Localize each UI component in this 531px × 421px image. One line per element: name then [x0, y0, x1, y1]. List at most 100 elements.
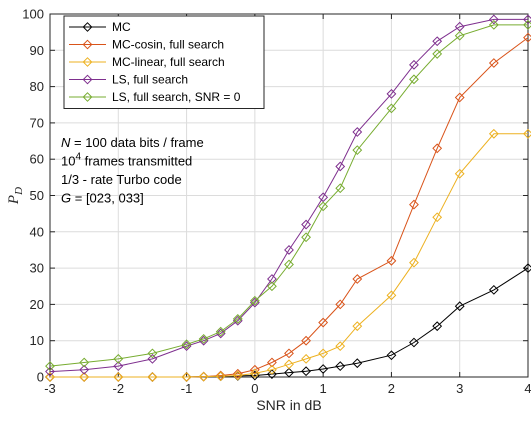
legend-item: LS, full search: [69, 73, 188, 87]
data-point: [215, 328, 226, 339]
data-point: [181, 339, 192, 350]
legend-swatch-marker: [82, 39, 93, 50]
y-tick-label: 40: [30, 224, 44, 239]
data-point: [215, 371, 226, 382]
data-point: [284, 359, 294, 370]
x-tick-label: -2: [113, 381, 125, 396]
data-point: [386, 88, 397, 99]
data-point: [215, 370, 226, 381]
data-point: [318, 201, 329, 212]
y-tick-label: 50: [30, 188, 44, 203]
data-point: [318, 348, 329, 359]
annotation-line: G = [023, 033]: [61, 191, 144, 206]
x-tick-label: 2: [388, 381, 395, 396]
data-point: [432, 49, 443, 59]
data-point: [454, 301, 465, 312]
annotation-line: N = 100 data bits / frame: [61, 135, 204, 150]
data-point: [249, 368, 260, 379]
series-ls-full-search: [45, 14, 531, 377]
data-point: [352, 145, 363, 156]
data-point: [488, 14, 499, 25]
data-point: [181, 372, 192, 382]
legend-swatch-marker: [82, 74, 93, 85]
data-point: [301, 353, 311, 364]
data-point: [409, 257, 419, 268]
data-point: [335, 183, 346, 194]
data-point: [301, 219, 311, 230]
data-point: [432, 36, 443, 47]
data-point: [215, 326, 226, 337]
data-point: [267, 357, 277, 368]
data-point: [386, 103, 397, 114]
data-point: [409, 74, 419, 85]
annotation-block: N = 100 data bits / frame 104 frames tran…: [61, 135, 204, 206]
data-point: [284, 259, 294, 270]
legend-label: LS, full search: [112, 73, 188, 87]
x-tick-label: 3: [456, 381, 463, 396]
data-point: [335, 361, 346, 372]
y-tick-label: 0: [37, 370, 44, 385]
data-point: [352, 358, 363, 369]
data-point: [147, 372, 158, 382]
legend-label: LS, full search, SNR = 0: [112, 90, 241, 104]
data-point: [301, 366, 311, 377]
legend: MC MC-cosin, full search MC-linear, full s…: [63, 15, 265, 109]
data-point: [284, 367, 294, 378]
data-point: [147, 353, 158, 364]
data-point: [335, 299, 346, 310]
data-point: [45, 372, 55, 382]
data-point: [409, 337, 419, 348]
y-tick-label: 80: [30, 79, 44, 94]
data-point: [113, 361, 124, 372]
series-line: [49, 18, 528, 373]
data-point: [284, 348, 294, 359]
data-point: [454, 30, 465, 41]
series-line: [50, 133, 528, 378]
series-line: [49, 24, 528, 367]
y-tick-label: 90: [30, 43, 44, 58]
data-point: [79, 364, 90, 375]
x-tick-label: -1: [181, 381, 193, 396]
x-tick-label: 4: [524, 381, 531, 396]
data-point: [432, 143, 443, 154]
x-tick-label: -3: [44, 381, 56, 396]
data-point: [45, 366, 55, 377]
data-point: [113, 372, 124, 382]
data-point: [488, 284, 499, 295]
data-point: [352, 274, 363, 284]
data-point: [267, 281, 277, 292]
x-tick-label: 0: [251, 381, 258, 396]
data-point: [79, 357, 90, 368]
y-tick-label: 20: [30, 297, 44, 312]
series-mc-linear-full-search: [45, 128, 531, 382]
data-point: [232, 370, 243, 381]
series-ls-full-search-snr-0: [45, 19, 531, 372]
data-point: [386, 290, 397, 301]
data-point: [432, 212, 443, 223]
data-point: [335, 341, 346, 352]
legend-label: MC-linear, full search: [112, 55, 225, 69]
legend-swatch-marker: [82, 22, 93, 32]
legend-label: MC-cosin, full search: [112, 38, 224, 52]
x-tick-label: 1: [320, 381, 327, 396]
data-point: [113, 353, 124, 364]
legend-item: MC-linear, full search: [69, 55, 225, 69]
data-point: [352, 321, 363, 332]
data-point: [432, 321, 443, 332]
data-point: [454, 92, 465, 103]
y-tick-label: 30: [30, 261, 44, 276]
data-point: [488, 128, 499, 139]
annotation-line: 1/3 - rate Turbo code: [61, 172, 182, 187]
annotation-line: 104 frames transmitted: [61, 152, 192, 169]
data-point: [301, 335, 311, 346]
y-tick-label: 100: [22, 7, 44, 22]
data-point: [249, 295, 260, 306]
data-point: [284, 245, 294, 255]
data-point: [318, 364, 329, 374]
legend-swatch-marker: [82, 57, 93, 67]
data-point: [232, 368, 243, 379]
series-group: [45, 14, 531, 382]
data-point: [386, 350, 397, 361]
